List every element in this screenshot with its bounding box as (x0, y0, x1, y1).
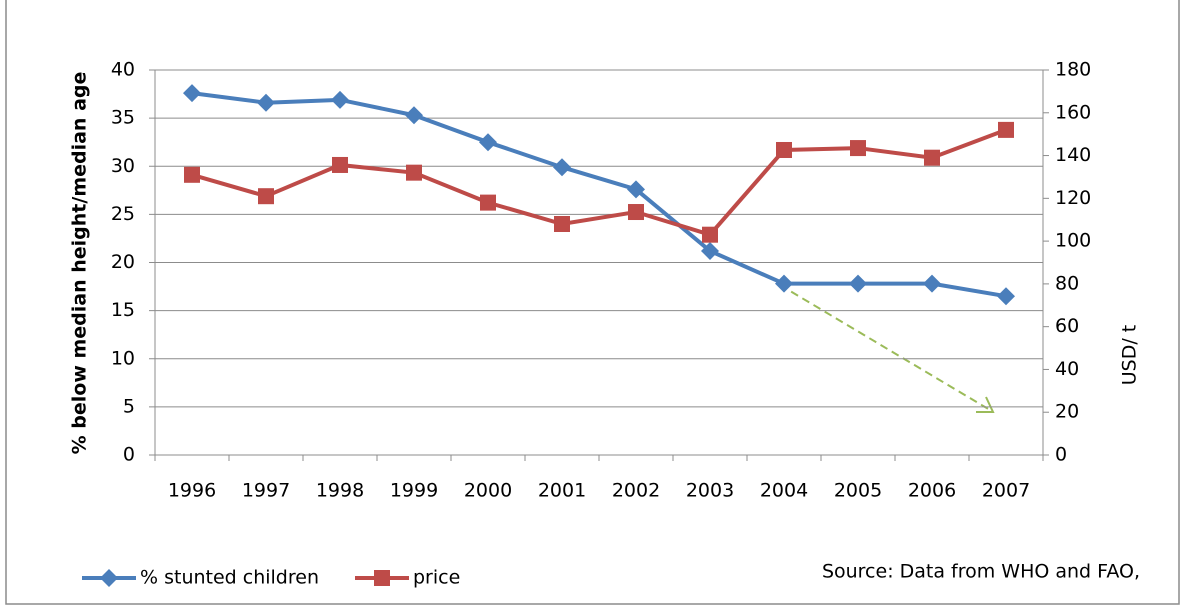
y-tick-label: 15 (111, 299, 135, 321)
trend-arrow (779, 284, 991, 411)
x-tick-label: 2007 (982, 480, 1030, 502)
x-tick-label: 1997 (242, 480, 290, 502)
data-point (924, 149, 940, 166)
y-tick-label: 30 (111, 155, 135, 177)
y2-tick-label: 60 (1055, 315, 1079, 337)
trend-arrow-head (976, 396, 995, 413)
data-point (257, 93, 275, 112)
annotation: Source: Data from WHO and FAO, (822, 561, 1140, 583)
legend-label: % stunted children (140, 567, 319, 589)
y2-tick-label: 100 (1055, 230, 1091, 252)
y2-tick-label: 40 (1055, 358, 1079, 380)
y-axis-label: % below median height/median age (69, 72, 91, 455)
x-tick-label: 2006 (908, 480, 956, 502)
legend-label: price (413, 567, 460, 589)
y-tick-label: 5 (123, 395, 135, 417)
y-tick-label: 10 (111, 347, 135, 369)
legend-marker (100, 569, 118, 587)
data-point (184, 166, 200, 183)
data-point (628, 204, 644, 221)
y-tick-label: 25 (111, 203, 135, 225)
x-tick-label: 1999 (390, 480, 438, 502)
data-point (627, 180, 645, 199)
data-point (850, 140, 866, 157)
data-point (776, 141, 792, 158)
y-tick-label: 0 (123, 444, 135, 466)
x-tick-label: 1996 (168, 480, 216, 502)
y2-tick-label: 180 (1055, 59, 1091, 81)
series-line (191, 91, 1007, 299)
x-tick-label: 2000 (464, 480, 512, 502)
y2-tick-label: 140 (1055, 144, 1091, 166)
y2-tick-label: 20 (1055, 401, 1079, 423)
data-point (331, 90, 349, 109)
y-tick-label: 20 (111, 251, 135, 273)
data-point (923, 274, 941, 293)
y2-tick-label: 160 (1055, 101, 1091, 123)
data-point (701, 241, 719, 260)
x-tick-label: 2003 (686, 480, 734, 502)
y2-tick-label: 80 (1055, 272, 1079, 294)
data-point (332, 156, 348, 173)
x-tick-label: 2004 (760, 480, 808, 502)
data-point (554, 216, 570, 232)
x-tick-label: 2001 (538, 480, 586, 502)
frame (5, 0, 1180, 605)
data-point (183, 84, 201, 103)
data-point (405, 106, 423, 125)
x-tick-label: 2002 (612, 480, 660, 502)
y2-axis-label: USD/ t (1119, 325, 1141, 386)
data-point (553, 158, 571, 177)
data-point (997, 287, 1015, 306)
x-tick-label: 1998 (316, 480, 364, 502)
data-point (775, 274, 793, 293)
data-point (480, 194, 496, 211)
series-line (191, 128, 1007, 237)
y-tick-label: 40 (111, 59, 135, 81)
y-tick-label: 35 (111, 107, 135, 129)
y2-tick-label: 120 (1055, 187, 1091, 209)
data-point (479, 133, 497, 152)
data-point (702, 226, 718, 243)
data-point (406, 164, 422, 181)
data-point (258, 188, 274, 205)
legend-marker (374, 570, 390, 586)
data-point (998, 121, 1014, 138)
y2-tick-label: 0 (1055, 444, 1067, 466)
data-point (849, 274, 867, 293)
x-tick-label: 2005 (834, 480, 882, 502)
